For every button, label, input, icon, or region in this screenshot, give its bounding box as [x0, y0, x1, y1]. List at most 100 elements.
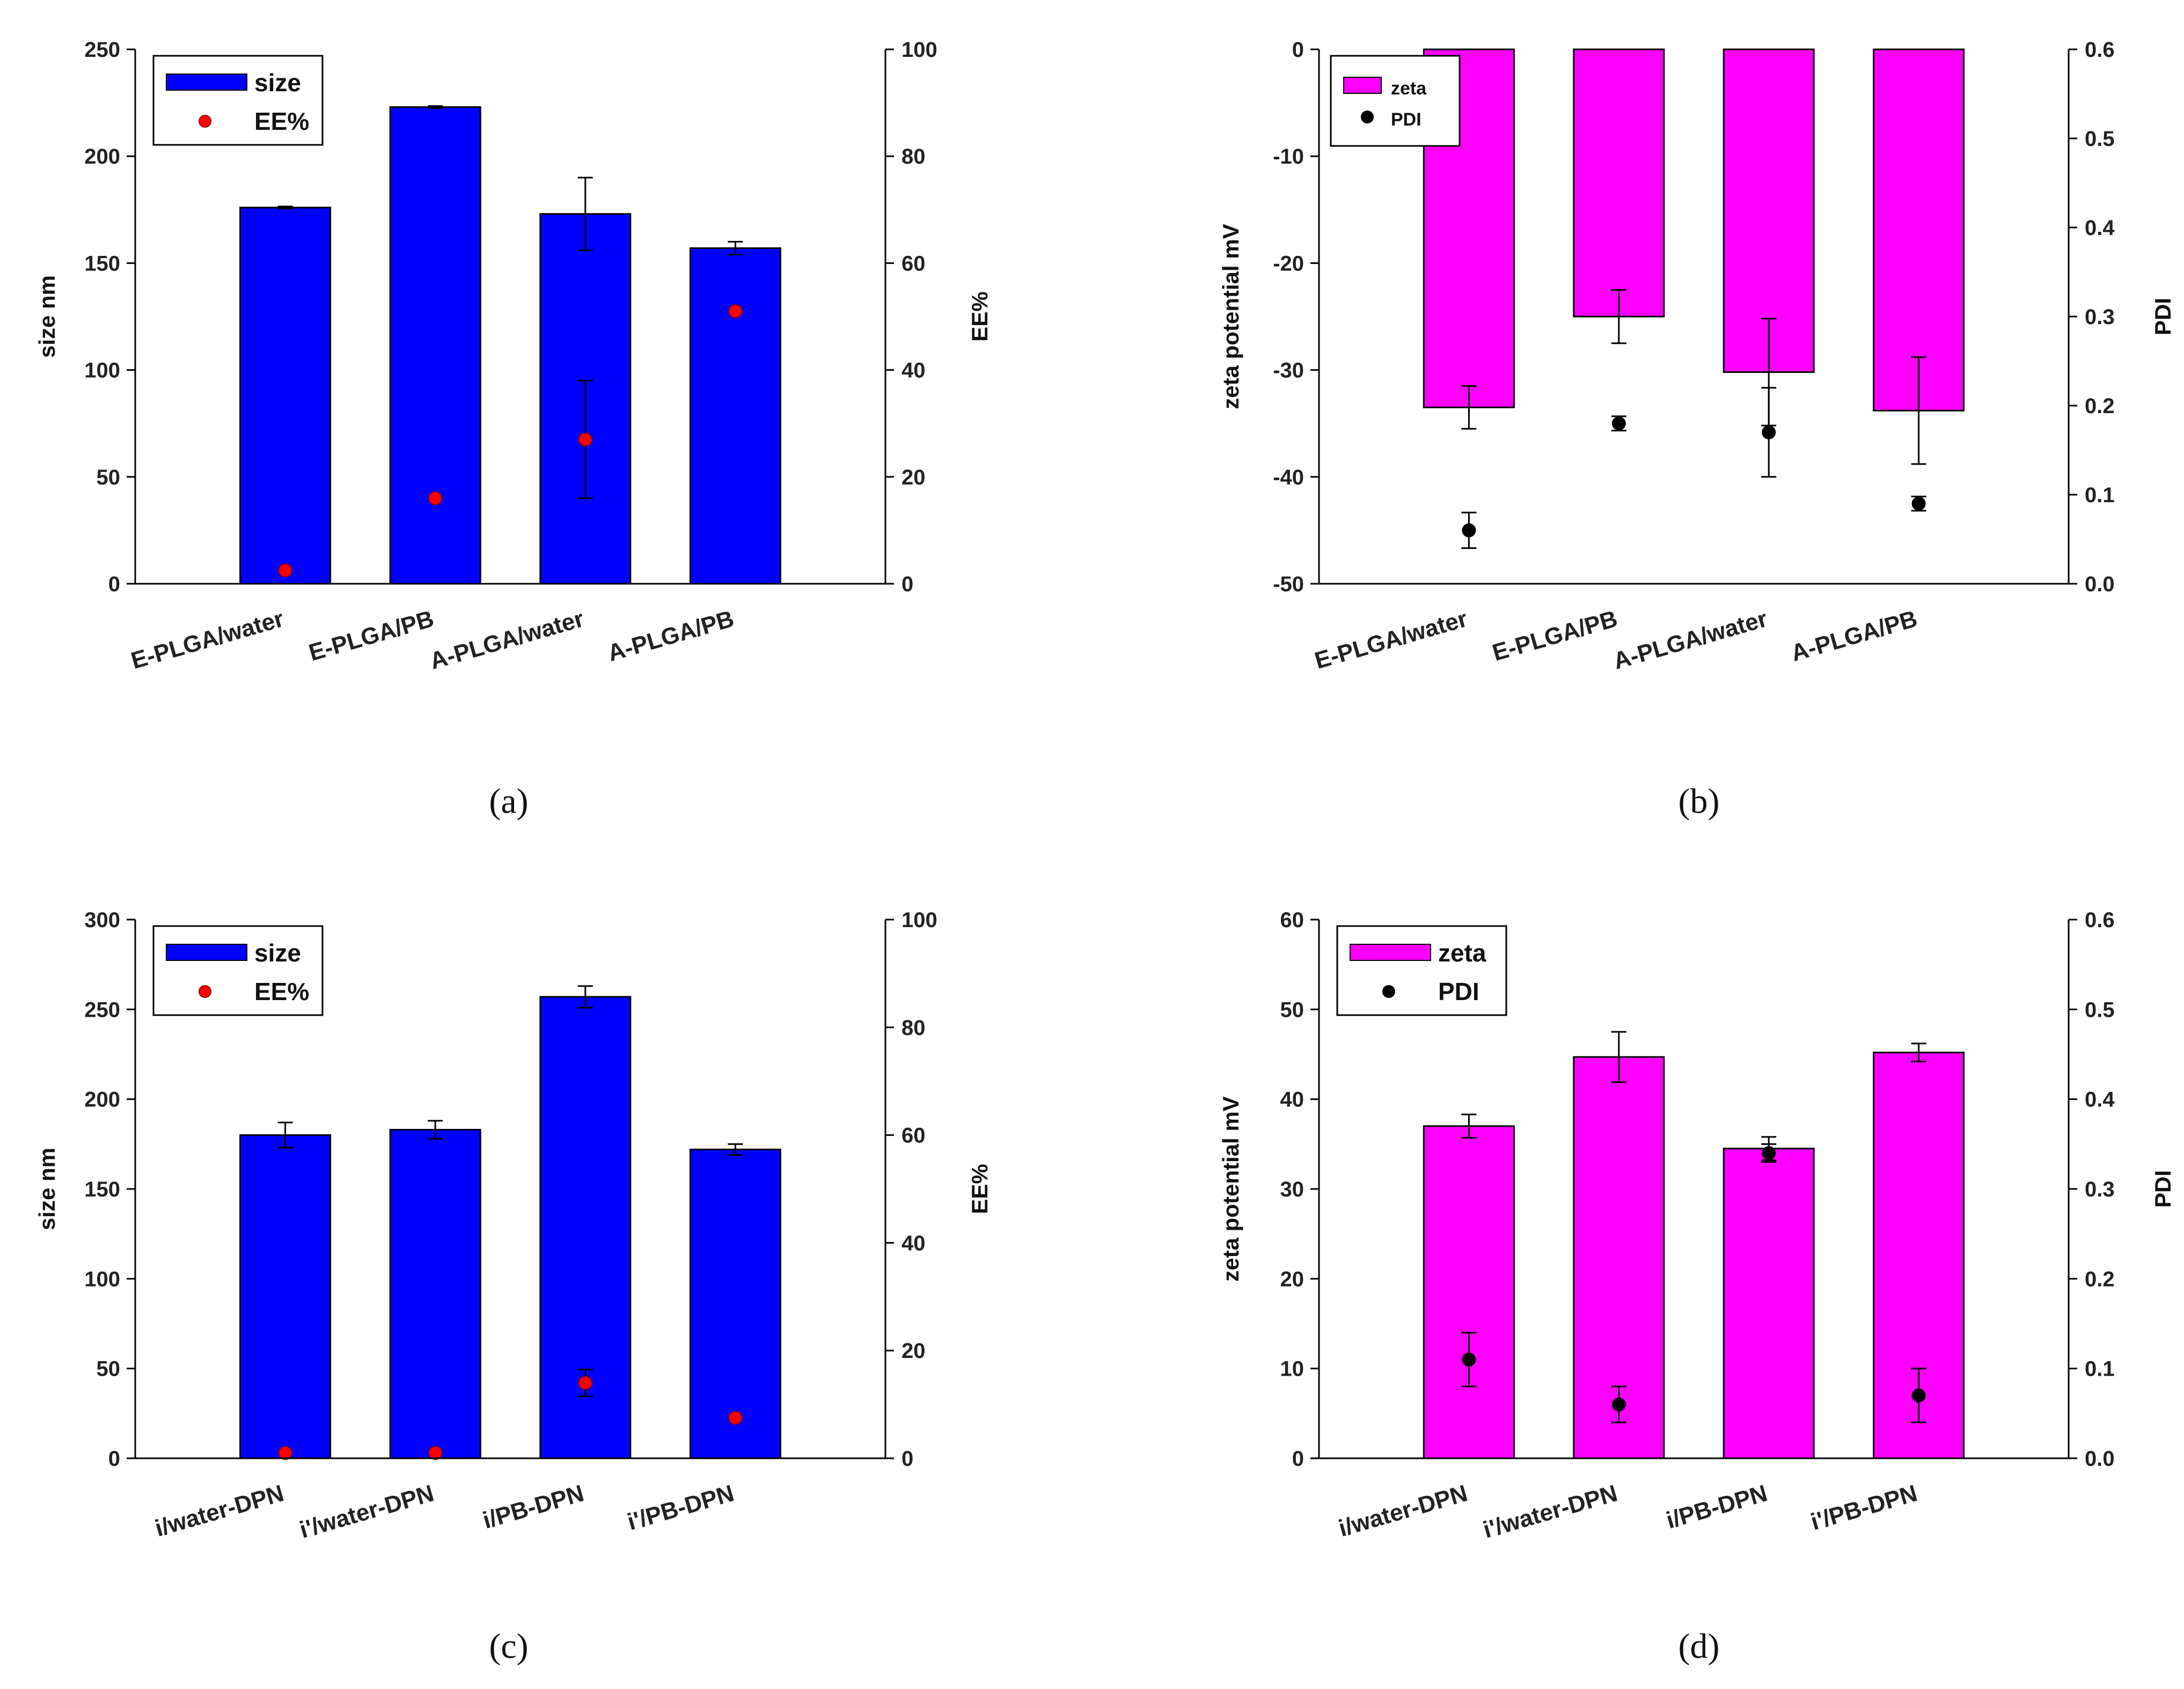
y-tick-label: 250 — [84, 998, 120, 1022]
y2-tick-label: 100 — [902, 38, 937, 62]
y2-tick-label: 0.0 — [2085, 1447, 2115, 1471]
y2-tick-label: 20 — [902, 466, 926, 489]
y2-tick-label: 80 — [902, 145, 926, 168]
data-point — [1762, 425, 1776, 439]
bar — [1423, 1125, 1515, 1459]
legend-label: size — [254, 939, 301, 967]
y-tick-label: 30 — [1280, 1178, 1304, 1201]
legend-swatch-bar — [1343, 77, 1382, 94]
legend-swatch-bar — [166, 944, 247, 961]
y2-axis-title: PDI — [2150, 1170, 2175, 1208]
y-tick-label: 100 — [84, 1267, 120, 1291]
y2-tick-label: 0.2 — [2085, 1267, 2115, 1291]
y-tick-label: 50 — [97, 1357, 121, 1381]
panel-label-d: (d) — [1679, 1627, 1720, 1666]
legend-swatch-point — [1361, 111, 1374, 123]
legend-box — [152, 925, 324, 1016]
y-tick-label: 150 — [84, 252, 120, 275]
y-axis-title: size nm — [34, 1148, 60, 1230]
data-point — [1611, 1397, 1626, 1412]
y2-tick-label: 40 — [902, 359, 926, 383]
chart-panel-3: 050100150200250300020406080100i/water-DP… — [34, 908, 992, 1544]
data-point — [1762, 1146, 1776, 1161]
legend-swatch-point — [1382, 985, 1395, 998]
bar — [1573, 48, 1665, 318]
legend-label: size — [254, 69, 301, 97]
y2-tick-label: 0.4 — [2085, 216, 2115, 240]
bar — [389, 106, 481, 585]
data-point — [428, 1445, 443, 1460]
chart-panel-4: 01020304050600.00.10.20.30.40.50.6i/wate… — [1218, 908, 2175, 1544]
y-tick-label: 50 — [97, 466, 121, 489]
y-tick-label: 50 — [1280, 998, 1304, 1022]
bar — [689, 247, 781, 585]
y2-axis-title: PDI — [2150, 298, 2175, 335]
data-point — [428, 491, 443, 505]
y-tick-label: -50 — [1273, 572, 1304, 596]
legend-box — [1330, 55, 1461, 147]
y2-tick-label: 80 — [902, 1016, 926, 1040]
panel-label-a: (a) — [489, 782, 528, 821]
y-tick-label: 0 — [1292, 38, 1304, 62]
y2-tick-label: 0.0 — [2085, 572, 2115, 596]
y-tick-label: 150 — [84, 1178, 120, 1201]
legend-swatch-point — [199, 985, 211, 998]
bar — [389, 1129, 481, 1459]
y-tick-label: 250 — [84, 38, 120, 62]
y-axis-title: zeta potential mV — [1218, 1096, 1243, 1281]
y2-axis-title: EE% — [967, 291, 992, 341]
y-tick-label: 40 — [1280, 1088, 1304, 1112]
legend-swatch-point — [199, 115, 211, 128]
legend-swatch-bar — [1350, 944, 1431, 961]
y-tick-label: 200 — [84, 1088, 120, 1112]
y-tick-label: 300 — [84, 908, 120, 932]
bar — [1723, 1148, 1815, 1459]
y-tick-label: 200 — [84, 145, 120, 168]
y-tick-label: 60 — [1280, 908, 1304, 932]
y-tick-label: -20 — [1273, 252, 1304, 275]
y-tick-label: -10 — [1273, 145, 1304, 168]
y2-tick-label: 0.1 — [2085, 483, 2115, 507]
legend-swatch-bar — [166, 74, 247, 91]
y-tick-label: 10 — [1280, 1357, 1304, 1381]
data-point — [728, 304, 743, 319]
legend-label: zeta — [1438, 939, 1486, 967]
panel-label-b: (b) — [1679, 782, 1720, 821]
data-point — [1611, 416, 1626, 431]
bar — [239, 207, 332, 585]
data-point — [1462, 523, 1476, 538]
y2-tick-label: 0.4 — [2085, 1088, 2115, 1112]
data-point — [278, 563, 292, 578]
y2-tick-label: 0.3 — [2085, 305, 2115, 329]
y2-axis-title: EE% — [967, 1164, 992, 1214]
y2-tick-label: 40 — [902, 1231, 926, 1255]
bar — [239, 1134, 332, 1459]
y2-tick-label: 0 — [902, 1447, 913, 1471]
y-tick-label: 20 — [1280, 1267, 1304, 1291]
legend-label: EE% — [254, 107, 309, 135]
legend-label: EE% — [254, 978, 309, 1005]
legend-box — [1336, 925, 1507, 1016]
data-point — [1911, 1388, 1926, 1402]
y2-tick-label: 20 — [902, 1339, 926, 1363]
y-tick-label: -40 — [1273, 466, 1304, 489]
y2-tick-label: 0.3 — [2085, 1178, 2115, 1201]
bar — [1573, 1056, 1665, 1459]
panel-label-c: (c) — [489, 1627, 528, 1666]
legend-label: PDI — [1438, 978, 1479, 1005]
y-tick-label: -30 — [1273, 359, 1304, 383]
y2-tick-label: 0 — [902, 572, 913, 596]
y2-tick-label: 0.5 — [2085, 127, 2115, 151]
y-axis-title: size nm — [34, 275, 60, 358]
y2-tick-label: 60 — [902, 1124, 926, 1148]
legend-label: zeta — [1391, 78, 1427, 99]
y-tick-label: 100 — [84, 359, 120, 383]
y2-tick-label: 60 — [902, 252, 926, 275]
y2-tick-label: 0.6 — [2085, 38, 2115, 62]
y-axis-title: zeta potential mV — [1218, 224, 1243, 409]
y-tick-label: 0 — [1292, 1447, 1304, 1471]
data-point — [1462, 1352, 1476, 1367]
data-point — [278, 1445, 292, 1460]
